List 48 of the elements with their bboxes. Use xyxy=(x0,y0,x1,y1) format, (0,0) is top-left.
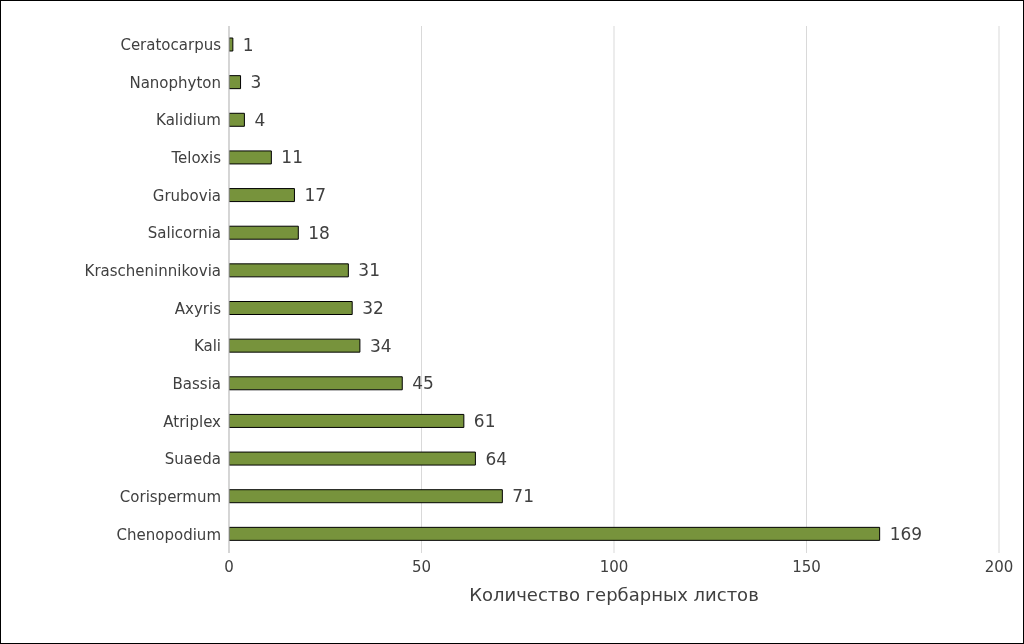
bar xyxy=(229,225,299,240)
data-label: 45 xyxy=(412,373,434,394)
x-tick-label: 150 xyxy=(792,557,821,576)
x-tick-label: 200 xyxy=(984,557,1014,576)
data-label: 32 xyxy=(362,298,384,319)
y-tick-label: Krascheninnikovia xyxy=(84,262,221,280)
bar xyxy=(229,338,361,353)
data-label: 34 xyxy=(369,335,392,356)
y-tick-label: Suaeda xyxy=(164,450,221,469)
data-label: 11 xyxy=(281,147,303,168)
y-tick-label: Axyris xyxy=(174,299,222,318)
bar xyxy=(229,75,242,90)
y-tick-label: Chenopodium xyxy=(116,525,221,544)
bar xyxy=(229,263,349,278)
data-label: 3 xyxy=(250,72,262,93)
data-label: 71 xyxy=(512,486,534,507)
x-tick-label: 0 xyxy=(224,557,234,576)
data-label: 169 xyxy=(889,523,923,544)
bar xyxy=(229,150,272,165)
y-tick-label: Kalidium xyxy=(156,111,221,130)
bar xyxy=(229,188,295,203)
data-label: 61 xyxy=(473,410,496,431)
data-label: 4 xyxy=(254,109,266,130)
bar xyxy=(229,112,245,127)
bar xyxy=(229,413,465,428)
data-label: 18 xyxy=(308,222,330,243)
y-tick-label: Bassia xyxy=(172,374,221,393)
bar xyxy=(229,37,234,52)
data-label: 17 xyxy=(304,185,327,206)
x-tick-label: 100 xyxy=(599,557,629,576)
bar xyxy=(229,451,476,466)
y-tick-label: Ceratocarpus xyxy=(120,36,222,55)
y-tick-label: Teloxis xyxy=(170,149,222,168)
bar xyxy=(229,301,353,315)
y-tick-label: Kali xyxy=(193,337,221,356)
y-tick-label: Atriplex xyxy=(163,412,222,431)
bar xyxy=(229,526,881,541)
bar xyxy=(229,376,403,391)
data-label: 31 xyxy=(358,260,380,281)
y-tick-label: Salicornia xyxy=(147,224,221,243)
data-label: 1 xyxy=(242,34,254,55)
bar xyxy=(229,489,503,504)
y-tick-label: Nanophyton xyxy=(129,73,221,92)
y-tick-label: Grubovia xyxy=(152,186,221,205)
x-tick-label: 50 xyxy=(411,557,432,576)
x-axis-title: Количество гербарных листов xyxy=(469,584,759,605)
data-label: 64 xyxy=(485,448,508,469)
y-tick-label: Corispermum xyxy=(119,487,221,506)
